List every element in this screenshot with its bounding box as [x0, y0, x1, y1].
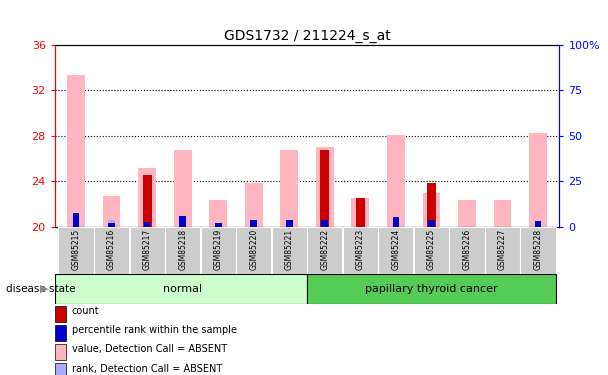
Text: GSM85226: GSM85226 [463, 229, 471, 270]
Bar [215, 224, 221, 227]
Text: GSM85218: GSM85218 [178, 229, 187, 270]
FancyBboxPatch shape [58, 227, 94, 274]
Text: normal: normal [163, 284, 202, 294]
Bar [108, 224, 115, 227]
FancyBboxPatch shape [236, 227, 271, 274]
Bar [108, 220, 115, 224]
Text: GSM85219: GSM85219 [213, 229, 223, 270]
Text: disease state: disease state [6, 284, 75, 294]
Text: GSM85217: GSM85217 [143, 229, 151, 270]
FancyBboxPatch shape [520, 227, 556, 274]
Bar [55, 344, 66, 360]
Bar [174, 150, 192, 227]
Text: ▶: ▶ [40, 284, 49, 294]
FancyBboxPatch shape [94, 227, 129, 274]
Bar [143, 222, 151, 227]
FancyBboxPatch shape [307, 227, 342, 274]
FancyBboxPatch shape [378, 227, 413, 274]
Text: GSM85221: GSM85221 [285, 229, 294, 270]
Title: GDS1732 / 211224_s_at: GDS1732 / 211224_s_at [224, 28, 390, 43]
Text: papillary thyroid cancer: papillary thyroid cancer [365, 284, 498, 294]
Bar [250, 220, 257, 227]
Text: count: count [72, 306, 99, 316]
Bar [286, 220, 292, 227]
Bar [322, 220, 328, 227]
Bar [55, 306, 66, 322]
Bar [179, 216, 186, 227]
Bar [320, 150, 330, 227]
Bar [494, 200, 511, 227]
Text: percentile rank within the sample: percentile rank within the sample [72, 325, 237, 335]
Bar [427, 183, 436, 227]
Text: GSM85220: GSM85220 [249, 229, 258, 270]
Text: GSM85227: GSM85227 [498, 229, 507, 270]
Text: GSM85225: GSM85225 [427, 229, 436, 270]
Bar [529, 132, 547, 227]
Text: GSM85215: GSM85215 [72, 229, 80, 270]
Bar [316, 147, 334, 227]
Bar [423, 193, 440, 227]
Text: GSM85216: GSM85216 [107, 229, 116, 270]
Bar [143, 175, 151, 227]
Bar [73, 213, 80, 227]
Bar [245, 183, 263, 227]
Text: GSM85228: GSM85228 [534, 229, 542, 270]
Text: GSM85222: GSM85222 [320, 229, 330, 270]
FancyBboxPatch shape [449, 227, 485, 274]
Bar [55, 363, 66, 375]
Bar [67, 75, 85, 227]
Bar [209, 200, 227, 227]
Bar [387, 135, 405, 227]
FancyBboxPatch shape [343, 227, 378, 274]
FancyBboxPatch shape [307, 274, 556, 304]
Bar [428, 220, 435, 227]
FancyBboxPatch shape [130, 227, 165, 274]
Text: GSM85223: GSM85223 [356, 229, 365, 270]
Bar [55, 325, 66, 341]
FancyBboxPatch shape [272, 227, 307, 274]
Bar [351, 198, 369, 227]
Bar [458, 200, 476, 227]
Bar [138, 168, 156, 227]
FancyBboxPatch shape [165, 227, 200, 274]
Bar [534, 221, 541, 227]
Bar [393, 217, 399, 227]
FancyBboxPatch shape [485, 227, 520, 274]
Text: value, Detection Call = ABSENT: value, Detection Call = ABSENT [72, 344, 227, 354]
Bar [356, 198, 365, 227]
FancyBboxPatch shape [414, 227, 449, 274]
Text: GSM85224: GSM85224 [392, 229, 401, 270]
Text: rank, Detection Call = ABSENT: rank, Detection Call = ABSENT [72, 364, 222, 374]
FancyBboxPatch shape [201, 227, 236, 274]
Bar [280, 150, 298, 227]
Bar [103, 196, 120, 227]
FancyBboxPatch shape [55, 274, 307, 304]
